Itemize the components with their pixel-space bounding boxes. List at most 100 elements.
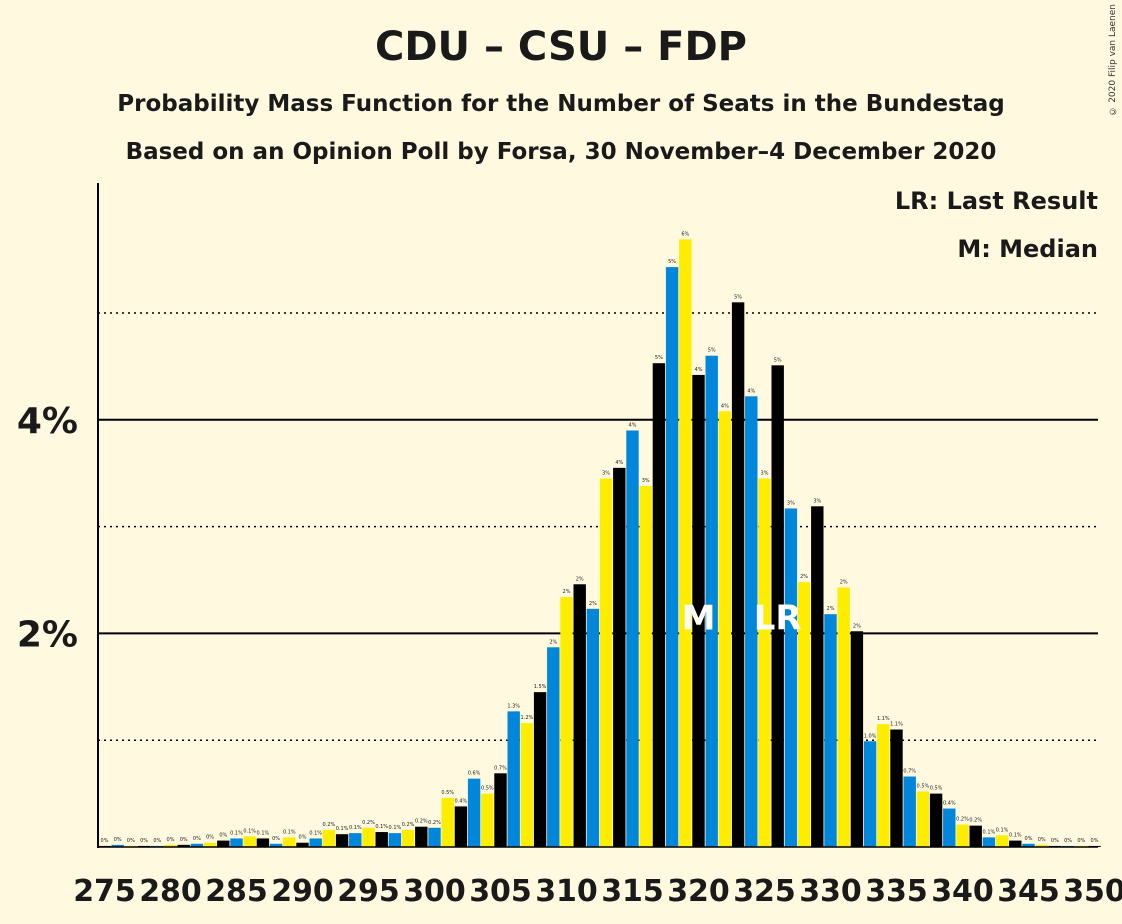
value-label-300: 0.2% [428, 820, 441, 826]
bars [98, 239, 1101, 848]
bar-320 [692, 374, 705, 847]
value-label-303: 0.6% [468, 771, 481, 777]
value-label-296: 0.1% [375, 824, 388, 830]
bar-324 [745, 396, 758, 847]
axes: 2% 4% 275 280 285 290 295 300 305 310 315 320 325 330… [17, 183, 1122, 909]
median-marker: M [682, 598, 716, 638]
bar-296 [375, 832, 388, 847]
value-label-284: 0% [219, 833, 227, 839]
value-label-286: 0.1% [243, 828, 256, 834]
bar-295 [362, 827, 375, 847]
value-label-290: 0% [299, 835, 307, 841]
x-tick-label-300: 300 [403, 874, 466, 909]
bar-322 [718, 411, 732, 847]
bar-276 [111, 844, 124, 847]
value-label-317: 5% [655, 355, 663, 361]
x-tick-label-285: 285 [205, 874, 268, 909]
x-tick-label-315: 315 [601, 874, 664, 909]
value-label-309: 2% [549, 639, 557, 645]
bar-326 [771, 365, 784, 847]
bar-329 [811, 506, 824, 847]
bar-337 [916, 791, 930, 847]
value-label-277: 0% [127, 838, 135, 844]
bar-333 [863, 741, 877, 847]
bar-340 [956, 824, 969, 847]
value-label-291: 0.1% [309, 830, 322, 836]
bar-328 [797, 582, 811, 847]
value-label-339: 0.4% [943, 801, 956, 807]
bar-310 [560, 597, 573, 847]
value-label-332: 2% [853, 623, 861, 629]
bar-280 [164, 844, 177, 847]
legend-entry: LR: Last Result [895, 187, 1098, 215]
bar-300 [428, 827, 441, 847]
bar-315 [626, 430, 639, 847]
value-label-341: 0.2% [969, 818, 982, 824]
value-label-278: 0% [140, 838, 148, 844]
value-label-336: 0.7% [903, 769, 916, 775]
value-label-350: 0% [1091, 838, 1099, 844]
x-tick-label-350: 350 [1063, 874, 1122, 909]
value-label-342: 0.1% [983, 829, 996, 835]
chart-subtitle-source: Based on an Opinion Poll by Forsa, 30 No… [125, 139, 997, 165]
bar-291 [309, 838, 322, 847]
bar-308 [533, 692, 547, 847]
value-label-321: 5% [708, 348, 716, 354]
bar-293 [335, 834, 349, 847]
value-labels: 0% 0% 0% 0% 0% 0% 0% 0% 0% 0% 0.1% 0.1% 0.1%0%0.1%0%… [101, 231, 1099, 844]
value-label-349: 0% [1077, 838, 1085, 844]
value-label-298: 0.2% [402, 822, 415, 828]
value-label-348: 0% [1064, 838, 1072, 844]
bar-289 [283, 837, 296, 847]
bar-344 [1009, 840, 1022, 847]
bar-294 [349, 833, 362, 847]
value-label-335: 1.1% [890, 722, 903, 728]
chart-subtitle: Probability Mass Function for the Number… [117, 91, 1005, 117]
bar-339 [943, 808, 956, 847]
last-result-marker: LR [754, 598, 802, 638]
y-tick-label: 4% [17, 401, 78, 442]
bar-342 [982, 837, 996, 847]
value-label-280: 0% [167, 837, 175, 843]
bar-286 [243, 836, 256, 847]
bar-336 [903, 776, 916, 847]
value-label-307: 1.2% [521, 715, 534, 721]
bar-287 [256, 838, 270, 847]
value-label-310: 2% [563, 589, 571, 595]
bar-338 [929, 793, 943, 847]
value-label-299: 0.2% [415, 819, 428, 825]
value-label-337: 0.5% [917, 783, 930, 789]
value-label-331: 2% [840, 579, 848, 585]
bar-343 [995, 835, 1009, 847]
value-label-302: 0.4% [455, 798, 468, 804]
bar-321 [705, 355, 718, 847]
value-label-316: 3% [642, 478, 650, 484]
value-label-326: 5% [774, 357, 782, 363]
bar-306 [507, 711, 520, 847]
bar-330 [824, 614, 837, 847]
bar-290 [296, 842, 309, 847]
value-label-304: 0.5% [481, 786, 494, 792]
bar-312 [586, 608, 600, 847]
value-label-311: 2% [576, 576, 584, 582]
bar-302 [454, 806, 468, 847]
x-tick-label-305: 305 [469, 874, 532, 909]
value-label-318: 5% [668, 259, 676, 265]
value-label-328: 2% [800, 574, 808, 580]
bar-288 [269, 843, 283, 847]
value-label-275: 0% [101, 838, 109, 844]
bar-301 [441, 797, 454, 847]
x-tick-label-325: 325 [733, 874, 796, 909]
bar-309 [547, 647, 560, 847]
bar-331 [837, 587, 850, 847]
bar-297 [388, 833, 402, 847]
value-label-282: 0% [193, 836, 201, 842]
value-label-315: 4% [629, 422, 637, 428]
value-label-289: 0.1% [283, 829, 296, 835]
bar-311 [573, 584, 586, 847]
bar-317 [652, 363, 666, 847]
value-label-292: 0.2% [323, 822, 336, 828]
value-label-330: 2% [827, 606, 835, 612]
value-label-314: 4% [615, 460, 623, 466]
value-label-347: 0% [1051, 838, 1059, 844]
